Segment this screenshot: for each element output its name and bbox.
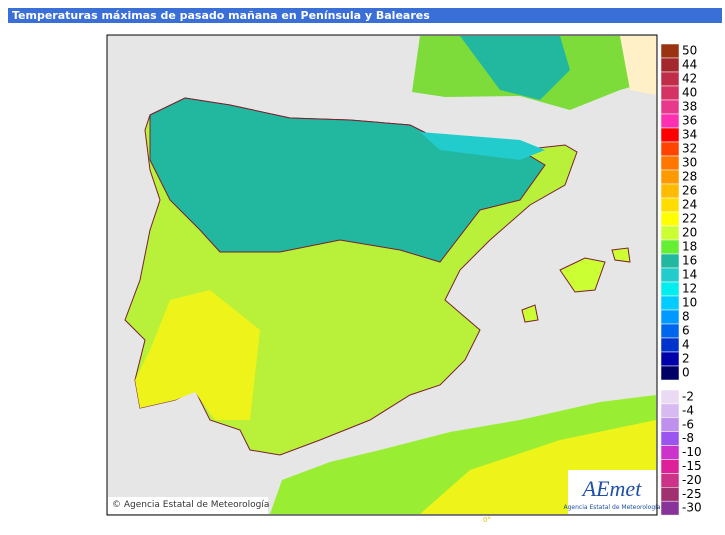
logo-subtitle: Agencia Estatal de Meteorología (564, 504, 661, 511)
legend-label: 6 (682, 324, 690, 338)
legend-swatch (660, 127, 680, 143)
north-cool (149, 97, 546, 263)
legend-swatch (660, 351, 680, 367)
legend-label: 50 (682, 44, 697, 58)
legend-label: 28 (682, 170, 697, 184)
legend-label: 34 (682, 128, 697, 142)
legend-label: 20 (682, 226, 697, 240)
legend-swatch (660, 85, 680, 101)
legend-swatch (660, 323, 680, 339)
legend-label: 14 (682, 268, 697, 282)
legend-label: -6 (682, 417, 694, 431)
legend-swatch (660, 71, 680, 87)
legend-label: 16 (682, 254, 697, 268)
legend-label: -4 (682, 403, 694, 417)
legend-label: 18 (682, 240, 697, 254)
menorca (611, 247, 631, 263)
legend-swatch (660, 225, 680, 241)
legend-swatch (660, 500, 680, 516)
logo-name: AEmet (581, 476, 643, 501)
legend-label: 44 (682, 58, 697, 72)
legend-label: 22 (682, 212, 697, 226)
legend-swatch (660, 389, 680, 405)
ibiza (521, 304, 539, 323)
legend-swatch (660, 487, 680, 502)
legend-swatch (660, 403, 680, 419)
legend-label: 8 (682, 310, 690, 324)
southwest-warm (135, 290, 260, 420)
legend-swatch (660, 239, 680, 255)
legend-swatch (660, 211, 680, 227)
legend-swatch (660, 57, 680, 73)
legend-label: 12 (682, 282, 697, 296)
legend-swatch (660, 309, 680, 325)
legend-label: 32 (682, 142, 697, 156)
legend-label: -10 (682, 445, 702, 459)
legend-label: 42 (682, 72, 697, 86)
credit-box (108, 497, 268, 514)
legend-label: -20 (682, 473, 702, 487)
credit: © Agencia Estatal de Meteorología (112, 500, 269, 510)
legend-label: 10 (682, 296, 697, 310)
legend-swatch (660, 43, 680, 59)
mallorca (559, 257, 606, 293)
legend-label: -25 (682, 487, 702, 501)
title-bar: Temperaturas máximas de pasado mañana en… (8, 8, 722, 23)
pyrenees (420, 132, 545, 160)
legend-swatch (660, 253, 680, 269)
legend-swatch (660, 281, 680, 297)
legend-swatch (660, 113, 680, 129)
legend-label: 38 (682, 100, 697, 114)
legend-swatch (660, 197, 680, 213)
legend: 5044424038363432302826242220181614121086… (660, 43, 702, 516)
legend-label: 40 (682, 86, 697, 100)
legend-swatch (660, 365, 680, 381)
alps (620, 36, 656, 95)
legend-label: 4 (682, 338, 690, 352)
legend-swatch (660, 459, 680, 474)
legend-swatch (660, 99, 680, 115)
legend-label: 24 (682, 198, 697, 212)
legend-label: -15 (682, 459, 702, 473)
legend-label: 2 (682, 352, 690, 366)
legend-label: -8 (682, 431, 694, 445)
legend-swatch (660, 431, 680, 446)
legend-label: 0 (682, 366, 690, 380)
legend-swatch (660, 267, 680, 283)
logo-box (568, 470, 656, 514)
legend-label: 30 (682, 156, 697, 170)
legend-swatch (660, 183, 680, 199)
title: Temperaturas máximas de pasado mañana en… (12, 9, 430, 22)
france-cool (460, 36, 570, 100)
legend-label: 36 (682, 114, 697, 128)
legend-swatch (660, 295, 680, 311)
legend-swatch (660, 141, 680, 157)
legend-swatch (660, 169, 680, 185)
legend-swatch (660, 337, 680, 353)
legend-swatch (660, 417, 680, 432)
legend-swatch (660, 155, 680, 171)
legend-swatch (660, 445, 680, 460)
meridian-label: 0° (483, 516, 491, 524)
legend-label: -2 (682, 389, 694, 403)
legend-swatch (660, 473, 680, 488)
legend-label: 26 (682, 184, 697, 198)
legend-label: -30 (682, 501, 702, 515)
